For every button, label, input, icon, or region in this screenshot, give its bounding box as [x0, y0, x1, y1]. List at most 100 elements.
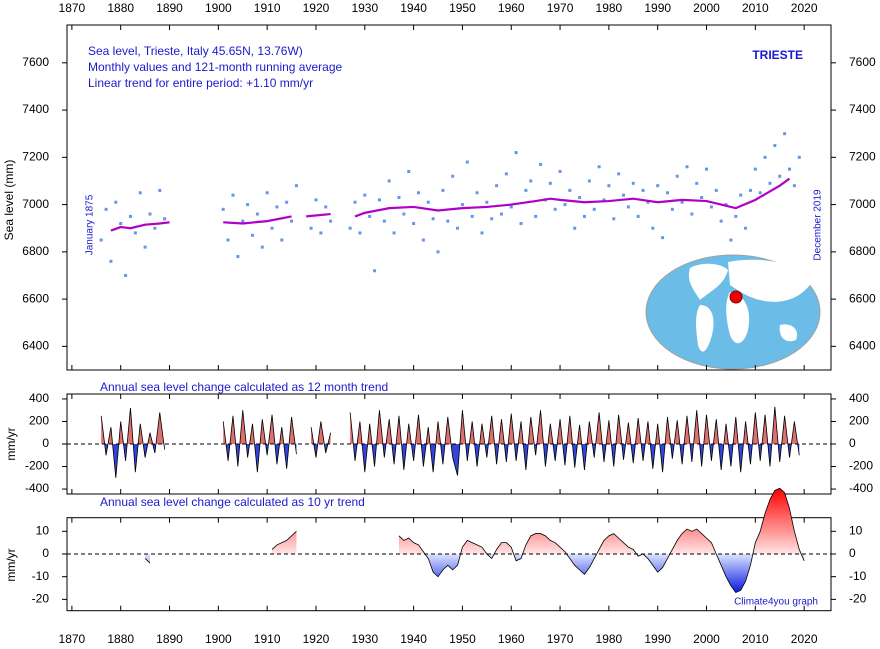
- data-point: [431, 217, 435, 221]
- x-tick-label: 1970: [547, 1, 574, 15]
- data-point: [353, 200, 357, 204]
- plot-frame: [66, 24, 832, 371]
- positive-fill: [311, 421, 331, 444]
- x-tick-label: 1950: [449, 632, 476, 646]
- x-tick-label: 1990: [644, 632, 671, 646]
- data-point: [456, 226, 460, 230]
- data-point: [392, 231, 396, 235]
- data-point: [270, 226, 274, 230]
- y-tick-label: -200: [25, 459, 49, 473]
- x-tick-label: 1900: [205, 632, 232, 646]
- data-point: [582, 214, 586, 218]
- positive-fill: [223, 410, 297, 444]
- data-point: [265, 191, 269, 195]
- y-axis-label: mm/yr: [4, 548, 18, 581]
- x-tick-label: 1890: [156, 1, 183, 15]
- data-point: [275, 205, 279, 209]
- negative-fill: [311, 444, 331, 458]
- y-tick-label: 0: [42, 436, 49, 450]
- data-point: [460, 203, 464, 207]
- data-point: [294, 184, 298, 188]
- data-point: [768, 181, 772, 185]
- x-tick-label: 1880: [107, 632, 134, 646]
- data-point: [363, 193, 367, 197]
- data-point: [246, 203, 250, 207]
- data-point: [622, 193, 626, 197]
- station-label: TRIESTE: [752, 48, 803, 62]
- data-point: [568, 188, 572, 192]
- y-tick-label: 0: [849, 436, 856, 450]
- data-point: [485, 200, 489, 204]
- data-point: [128, 214, 132, 218]
- x-tick-label: 1930: [351, 1, 378, 15]
- data-point: [153, 226, 157, 230]
- data-point: [709, 205, 713, 209]
- x-tick-label: 1900: [205, 1, 232, 15]
- data-point: [680, 200, 684, 204]
- data-point: [324, 205, 328, 209]
- data-point: [285, 200, 289, 204]
- x-tick-label: 1980: [596, 1, 623, 15]
- data-point: [539, 162, 543, 166]
- data-point: [739, 193, 743, 197]
- data-point: [104, 207, 108, 211]
- x-tick-label: 1890: [156, 632, 183, 646]
- y-tick-label: -10: [32, 569, 50, 583]
- data-point: [329, 219, 333, 223]
- data-point: [578, 196, 582, 199]
- data-point: [573, 226, 577, 230]
- data-point: [763, 155, 767, 159]
- data-point: [631, 181, 635, 185]
- data-point: [524, 188, 528, 192]
- data-point: [675, 174, 679, 178]
- data-point: [553, 207, 557, 211]
- data-point: [260, 245, 264, 249]
- y-tick-label: 6400: [849, 339, 876, 353]
- world-map: [645, 254, 821, 370]
- data-point: [534, 214, 538, 218]
- data-point: [592, 207, 596, 211]
- data-point: [465, 160, 469, 164]
- data-point: [138, 191, 142, 195]
- data-point: [490, 217, 494, 221]
- data-point: [451, 174, 455, 178]
- panel-title: Annual sea level change calculated as 10…: [100, 495, 365, 509]
- x-tick-label: 2020: [791, 1, 818, 15]
- data-point: [495, 184, 499, 188]
- x-tick-label: 1960: [498, 1, 525, 15]
- data-point: [597, 165, 601, 169]
- negative-fill: [350, 444, 800, 476]
- data-point: [133, 231, 137, 235]
- x-tick-label: 1940: [400, 1, 427, 15]
- plot-frame: [66, 517, 832, 612]
- data-point: [607, 184, 611, 188]
- y-tick-label: -10: [849, 569, 867, 583]
- data-point: [788, 167, 792, 171]
- x-tick-label: 1970: [547, 632, 574, 646]
- data-point: [255, 212, 259, 216]
- y-tick-label: -20: [32, 592, 50, 606]
- x-tick-label: 2020: [791, 632, 818, 646]
- data-point: [509, 205, 513, 209]
- trend-line: [100, 406, 800, 478]
- y-tick-label: 6600: [849, 291, 876, 305]
- data-point: [358, 231, 362, 235]
- data-point: [236, 255, 240, 259]
- data-point: [407, 170, 411, 174]
- data-point: [519, 221, 523, 225]
- y-tick-label: 7600: [849, 55, 876, 69]
- y-tick-label: 7600: [22, 55, 49, 69]
- y-tick-label: 7400: [849, 102, 876, 116]
- x-tick-label: 1920: [303, 632, 330, 646]
- data-point: [548, 181, 552, 185]
- data-point: [504, 172, 508, 176]
- data-point: [226, 238, 230, 242]
- y-tick-label: 200: [849, 414, 869, 428]
- data-point: [783, 132, 787, 136]
- data-point: [729, 238, 733, 242]
- data-point: [377, 198, 381, 202]
- negative-fill: [223, 444, 297, 473]
- y-tick-label: 200: [29, 414, 49, 428]
- data-point: [748, 188, 752, 192]
